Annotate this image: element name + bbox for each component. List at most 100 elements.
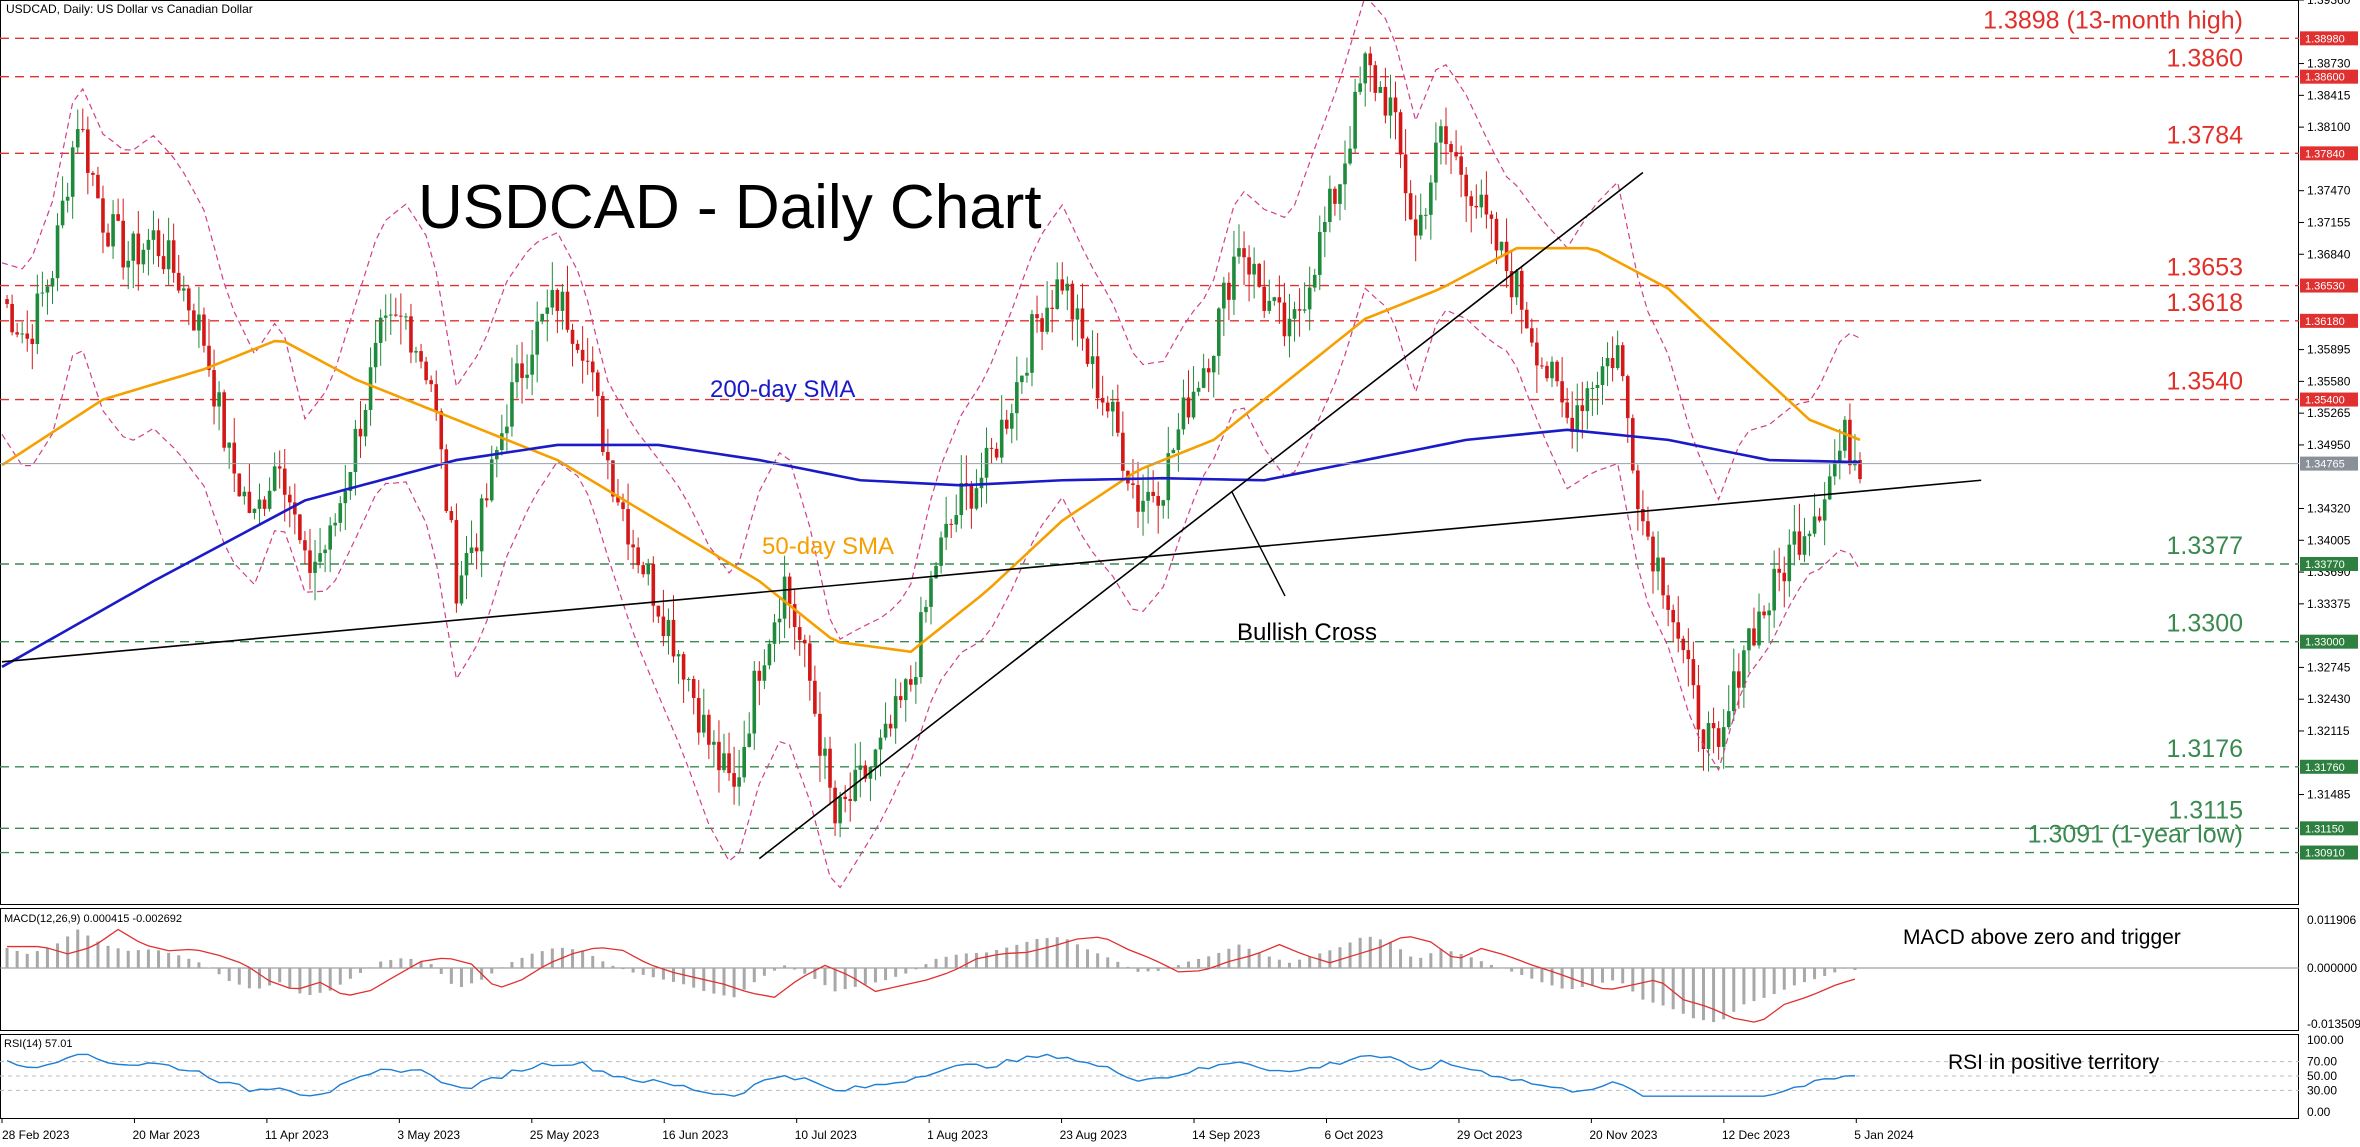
level-label: 1.3653 xyxy=(2167,254,2243,282)
candle-body xyxy=(20,333,24,335)
candle-body xyxy=(1595,384,1600,389)
candle-body xyxy=(1378,86,1383,93)
candle-body xyxy=(727,753,731,774)
candle-body xyxy=(484,498,489,501)
candle-body xyxy=(1267,300,1272,311)
candle-body xyxy=(1676,622,1681,639)
candle-body xyxy=(131,233,136,261)
level-label: 1.3091 (1-year low) xyxy=(2028,821,2243,849)
candle-body xyxy=(101,198,105,233)
candle-body xyxy=(510,382,514,427)
candle-body xyxy=(181,288,186,291)
candle-body xyxy=(1711,723,1716,729)
candle-body xyxy=(313,561,317,573)
x-tick-label: 5 Jan 2024 xyxy=(1854,1128,1914,1142)
candle-body xyxy=(1524,309,1529,329)
candle-body xyxy=(1605,358,1610,367)
candle-body xyxy=(691,678,696,699)
candle-body xyxy=(459,575,464,604)
candle-body xyxy=(1302,309,1307,311)
candle-body xyxy=(1161,500,1166,506)
level-tag-text: 1.36530 xyxy=(2305,281,2345,293)
candle-body xyxy=(1802,536,1807,555)
rsi-label: RSI(14) 57.01 xyxy=(4,1038,72,1050)
candle-body xyxy=(1363,53,1368,84)
candle-body xyxy=(30,338,35,345)
candle-body xyxy=(535,321,539,355)
x-tick-label: 16 Jun 2023 xyxy=(662,1128,728,1142)
bollinger-lower xyxy=(1,287,1861,889)
current-price-text: 1.34765 xyxy=(2305,459,2345,471)
candle-body xyxy=(409,316,413,353)
candle-body xyxy=(959,483,964,516)
candle-body xyxy=(474,547,479,552)
price-tick-label: 1.37155 xyxy=(2307,215,2351,229)
candle-body xyxy=(525,374,529,378)
candle-body xyxy=(1666,595,1670,610)
candle-body xyxy=(1176,429,1181,450)
candle-body xyxy=(595,372,600,397)
trendline xyxy=(758,171,1644,860)
candle-body xyxy=(949,523,953,525)
level-tag-text: 1.37840 xyxy=(2305,148,2345,160)
candle-body xyxy=(1287,318,1292,337)
candle-body xyxy=(232,442,237,474)
candle-body xyxy=(823,748,827,756)
candle-body xyxy=(1449,144,1453,153)
macd-tick-label: -0.013509 xyxy=(2307,1017,2360,1031)
candle-body xyxy=(1807,533,1812,537)
level-tag xyxy=(2300,69,2358,84)
candle-body xyxy=(540,313,545,322)
candle-body xyxy=(247,491,252,513)
candle-body xyxy=(1651,536,1655,572)
candle-body xyxy=(565,291,570,330)
candle-body xyxy=(580,349,585,361)
candle-body xyxy=(828,748,832,788)
candle-body xyxy=(813,680,817,714)
candle-body xyxy=(1762,611,1766,616)
candle-body xyxy=(419,351,423,362)
x-tick-label: 10 Jul 2023 xyxy=(795,1128,857,1142)
candle-body xyxy=(1237,248,1241,257)
price-tick-label: 1.32115 xyxy=(2307,724,2350,738)
candle-body xyxy=(1560,381,1564,403)
candle-body xyxy=(903,679,908,701)
candle-body xyxy=(252,508,257,513)
candle-body xyxy=(752,670,757,734)
candle-body xyxy=(1216,308,1221,356)
price-tick-label: 1.38100 xyxy=(2307,120,2351,134)
rsi-tick-label: 70.00 xyxy=(2307,1055,2337,1069)
candle-body xyxy=(1686,650,1691,660)
candle-body xyxy=(631,544,635,548)
current-price-tag xyxy=(2300,456,2358,471)
candle-body xyxy=(1338,184,1342,204)
candle-body xyxy=(964,483,969,485)
macd-panel: 0.011906 0.000000 -0.013509 xyxy=(0,908,2360,1031)
candle-body xyxy=(1348,148,1352,164)
candle-body xyxy=(1282,302,1287,337)
candle-body xyxy=(651,563,656,606)
candle-body xyxy=(1489,214,1494,219)
level-label: 1.3300 xyxy=(2167,610,2243,638)
candle-body xyxy=(782,576,787,619)
candle-body xyxy=(848,799,853,801)
candle-body xyxy=(762,665,767,681)
candle-body xyxy=(1843,419,1847,451)
level-tag xyxy=(2300,146,2358,161)
candle-body xyxy=(1822,499,1827,521)
candle-body xyxy=(257,499,262,509)
candle-body xyxy=(1408,193,1413,220)
level-label: 1.3540 xyxy=(2167,368,2243,396)
candle-body xyxy=(166,240,171,270)
candle-body xyxy=(1575,405,1580,432)
candle-body xyxy=(1272,297,1277,301)
candle-body xyxy=(1333,188,1337,204)
candle-body xyxy=(399,315,403,317)
candle-body xyxy=(262,499,267,509)
candle-body xyxy=(479,498,484,552)
candle-body xyxy=(65,196,70,201)
price-tick-label: 1.32745 xyxy=(2307,660,2351,674)
candle-body xyxy=(939,537,943,566)
price-panel: 1.39360 1.38730 1.38415 1.38100 1.37470 1.371… xyxy=(0,0,2358,905)
candle-body xyxy=(676,654,681,657)
